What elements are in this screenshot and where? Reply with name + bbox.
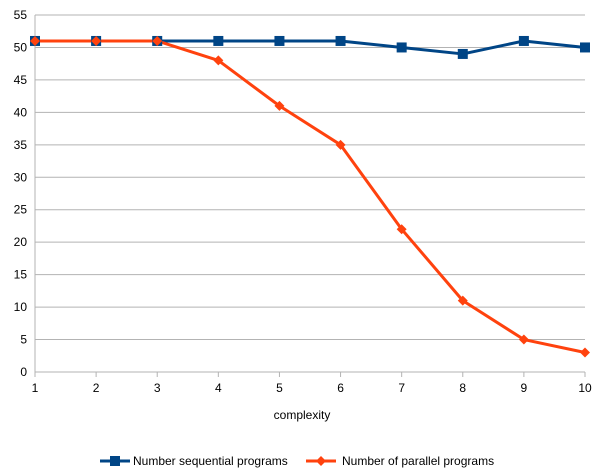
legend-item-1: Number sequential programs	[100, 454, 288, 468]
y-tick-label: 40	[14, 105, 28, 119]
data-point	[457, 295, 468, 306]
data-point	[396, 224, 407, 235]
data-point	[396, 42, 407, 53]
y-tick-label: 25	[14, 203, 28, 217]
x-tick-label: 4	[215, 381, 222, 395]
y-tick-label: 0	[20, 365, 27, 379]
legend-label: Number of parallel programs	[342, 454, 494, 468]
data-point	[518, 35, 529, 46]
x-tick-label: 7	[398, 381, 405, 395]
data-point	[152, 35, 163, 46]
x-tick-label: 5	[276, 381, 283, 395]
data-point	[213, 55, 224, 66]
x-tick-label: 1	[32, 381, 39, 395]
x-tick-label: 6	[337, 381, 344, 395]
x-tick-label: 2	[93, 381, 100, 395]
x-tick-label: 10	[578, 381, 592, 395]
legend: Number sequential programs Number of para…	[100, 454, 494, 468]
data-point	[580, 42, 590, 53]
data-point	[518, 334, 529, 345]
y-tick-label: 50	[14, 40, 28, 54]
data-point	[335, 139, 346, 150]
data-point	[274, 100, 285, 111]
y-tick-label: 5	[20, 333, 27, 347]
data-point	[457, 48, 468, 59]
y-tick-label: 20	[14, 235, 28, 249]
data-point	[580, 347, 590, 358]
axes	[34, 15, 586, 377]
data-point	[30, 35, 40, 46]
data-point	[213, 35, 224, 46]
legend-swatch-marker	[316, 456, 326, 466]
y-tick-label: 35	[14, 138, 28, 152]
series-lines	[35, 39, 586, 354]
y-tick-label: 15	[14, 268, 28, 282]
x-tick-label: 3	[154, 381, 161, 395]
data-point	[274, 35, 285, 46]
series-markers	[30, 35, 590, 358]
y-tick-label: 55	[14, 8, 28, 22]
x-tick-label: 9	[521, 381, 528, 395]
y-tick-label: 30	[14, 170, 28, 184]
y-tick-label: 45	[14, 73, 28, 87]
series-line-2	[35, 39, 586, 354]
legend-item-2: Number of parallel programs	[306, 454, 494, 468]
y-tick-label: 10	[14, 300, 28, 314]
x-tick-label: 8	[459, 381, 466, 395]
x-tick-labels: 1 2 3 4 5 6 7 8 9 10	[32, 381, 592, 395]
gridlines	[35, 14, 585, 341]
legend-swatch-marker	[110, 456, 120, 466]
y-tick-labels: 0 5 10 15 20 25 30 35 40 45 50 55	[14, 8, 28, 379]
data-point	[91, 35, 102, 46]
legend-label: Number sequential programs	[133, 454, 288, 468]
x-axis-title: complexity	[274, 408, 331, 422]
data-point	[335, 35, 346, 46]
